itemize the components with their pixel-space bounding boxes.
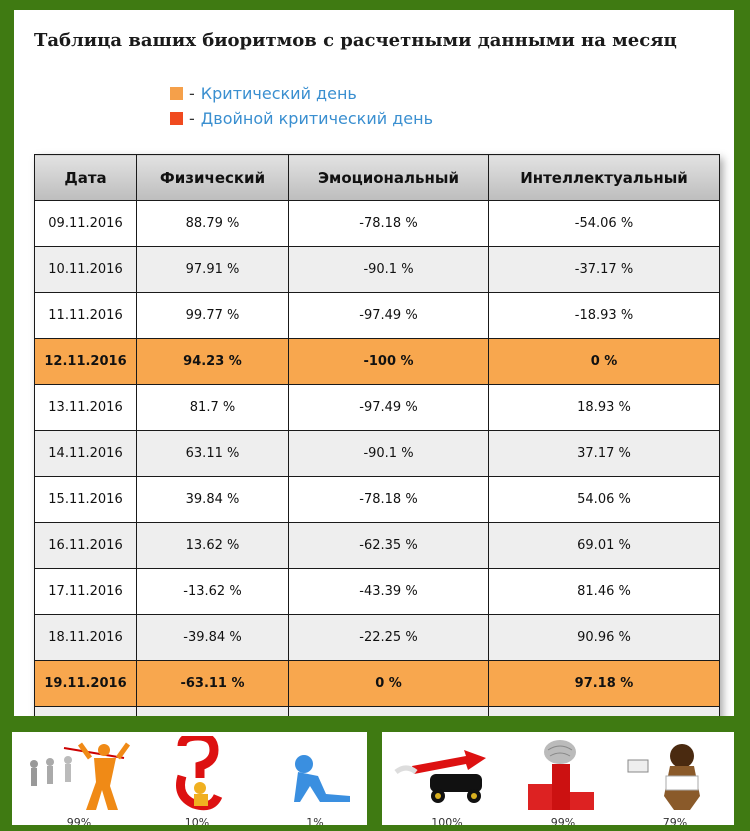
cell-emotional: -43.39 %	[288, 568, 489, 615]
cell-date: 09.11.2016	[34, 200, 137, 247]
cell-intellectual: 81.46 %	[488, 568, 720, 615]
table-row: 11.11.2016 99.77 % -97.49 % -18.93 %	[34, 292, 720, 339]
biorhythm-panel: Таблица ваших биоритмов с расчетными дан…	[14, 10, 734, 716]
cell-physical	[136, 706, 289, 716]
table-row: 09.11.2016 88.79 % -78.18 % -54.06 %	[34, 200, 720, 247]
cell-date: 13.11.2016	[34, 384, 137, 431]
header-physical: Физический	[136, 154, 289, 201]
cell-emotional: -90.1 %	[288, 246, 489, 293]
cell-intellectual: 0 %	[488, 338, 720, 385]
cell-intellectual: 69.01 %	[488, 522, 720, 569]
cell-physical: 63.11 %	[136, 430, 289, 477]
header-emotional: Эмоциональный	[288, 154, 489, 201]
cell-emotional: -100 %	[288, 338, 489, 385]
cell-date: 17.11.2016	[34, 568, 137, 615]
cell-emotional: -78.18 %	[288, 200, 489, 247]
bottom-left-item-2[interactable]: 10%	[142, 736, 252, 825]
cell-date: 11.11.2016	[34, 292, 137, 339]
cell-date: 14.11.2016	[34, 430, 137, 477]
table-row: 12.11.2016 94.23 % -100 % 0 %	[34, 338, 720, 385]
table-header-row: Дата Физический Эмоциональный Интеллекту…	[34, 154, 720, 201]
cell-physical: 99.77 %	[136, 292, 289, 339]
biorhythm-table-wrapper: Дата Физический Эмоциональный Интеллекту…	[34, 154, 720, 716]
table-row	[34, 706, 720, 716]
critical-swatch-icon	[170, 87, 183, 100]
table-row: 17.11.2016 -13.62 % -43.39 % 81.46 %	[34, 568, 720, 615]
cell-emotional	[288, 706, 489, 716]
legend-label-double-critical: Двойной критический день	[200, 109, 434, 128]
cell-physical: 39.84 %	[136, 476, 289, 523]
cell-physical: -63.11 %	[136, 660, 289, 707]
cell-emotional: -97.49 %	[288, 384, 489, 431]
cell-emotional: -90.1 %	[288, 430, 489, 477]
cell-intellectual: 97.18 %	[488, 660, 720, 707]
page-title: Таблица ваших биоритмов с расчетными дан…	[34, 30, 677, 51]
table-row: 15.11.2016 39.84 % -78.18 % 54.06 %	[34, 476, 720, 523]
cell-intellectual: 37.17 %	[488, 430, 720, 477]
cell-emotional: -62.35 %	[288, 522, 489, 569]
cell-date	[34, 706, 137, 716]
cell-intellectual	[488, 706, 720, 716]
cell-emotional: 0 %	[288, 660, 489, 707]
bottom-right-item-2[interactable]: 99%	[508, 736, 618, 825]
cell-physical: 94.23 %	[136, 338, 289, 385]
cell-physical: 13.62 %	[136, 522, 289, 569]
cell-physical: 81.7 %	[136, 384, 289, 431]
table-row: 19.11.2016 -63.11 % 0 % 97.18 %	[34, 660, 720, 707]
dog-computer-icon	[627, 744, 700, 810]
cell-intellectual: 18.93 %	[488, 384, 720, 431]
bottom-left-item-1[interactable]: 99%	[24, 736, 134, 825]
cell-intellectual: -18.93 %	[488, 292, 720, 339]
double-critical-swatch-icon	[170, 112, 183, 125]
header-intellectual: Интеллектуальный	[488, 154, 720, 201]
cell-date: 10.11.2016	[34, 246, 137, 293]
cell-intellectual: 54.06 %	[488, 476, 720, 523]
cell-emotional: -97.49 %	[288, 292, 489, 339]
cell-date: 19.11.2016	[34, 660, 137, 707]
table-row: 14.11.2016 63.11 % -90.1 % 37.17 %	[34, 430, 720, 477]
cell-physical: -13.62 %	[136, 568, 289, 615]
table-row: 10.11.2016 97.91 % -90.1 % -37.17 %	[34, 246, 720, 293]
runners-finish-icon	[30, 742, 131, 810]
legend: - Критический день - Двойной критический…	[170, 81, 433, 131]
question-mark-figure-icon	[176, 736, 223, 811]
cell-date: 15.11.2016	[34, 476, 137, 523]
bottom-right-item-1[interactable]: 100%	[392, 736, 502, 825]
sad-figure-icon	[294, 755, 350, 802]
cell-emotional: -22.25 %	[288, 614, 489, 661]
legend-item-double-critical: - Двойной критический день	[170, 106, 433, 131]
table-row: 16.11.2016 13.62 % -62.35 % 69.01 %	[34, 522, 720, 569]
cell-date: 18.11.2016	[34, 614, 137, 661]
cell-intellectual: 90.96 %	[488, 614, 720, 661]
brain-podium-icon	[528, 740, 594, 810]
cell-intellectual: -37.17 %	[488, 246, 720, 293]
cell-intellectual: -54.06 %	[488, 200, 720, 247]
cell-emotional: -78.18 %	[288, 476, 489, 523]
bottom-left-item-3[interactable]: 1%	[260, 736, 367, 825]
biorhythm-table: Дата Физический Эмоциональный Интеллекту…	[34, 154, 720, 716]
bottom-right-item-3[interactable]: 79%	[620, 736, 730, 825]
table-row: 13.11.2016 81.7 % -97.49 % 18.93 %	[34, 384, 720, 431]
table-row: 18.11.2016 -39.84 % -22.25 % 90.96 %	[34, 614, 720, 661]
cell-physical: 97.91 %	[136, 246, 289, 293]
cell-date: 16.11.2016	[34, 522, 137, 569]
legend-label-critical: Критический день	[200, 84, 357, 103]
cell-physical: -39.84 %	[136, 614, 289, 661]
cell-date: 12.11.2016	[34, 338, 137, 385]
bottom-right-panel: 100% 99% 79%	[382, 732, 734, 825]
bottom-left-panel: 99% 10% 1%	[12, 732, 367, 825]
legend-item-critical: - Критический день	[170, 81, 433, 106]
rocket-car-icon	[394, 750, 486, 803]
header-date: Дата	[34, 154, 137, 201]
cell-physical: 88.79 %	[136, 200, 289, 247]
